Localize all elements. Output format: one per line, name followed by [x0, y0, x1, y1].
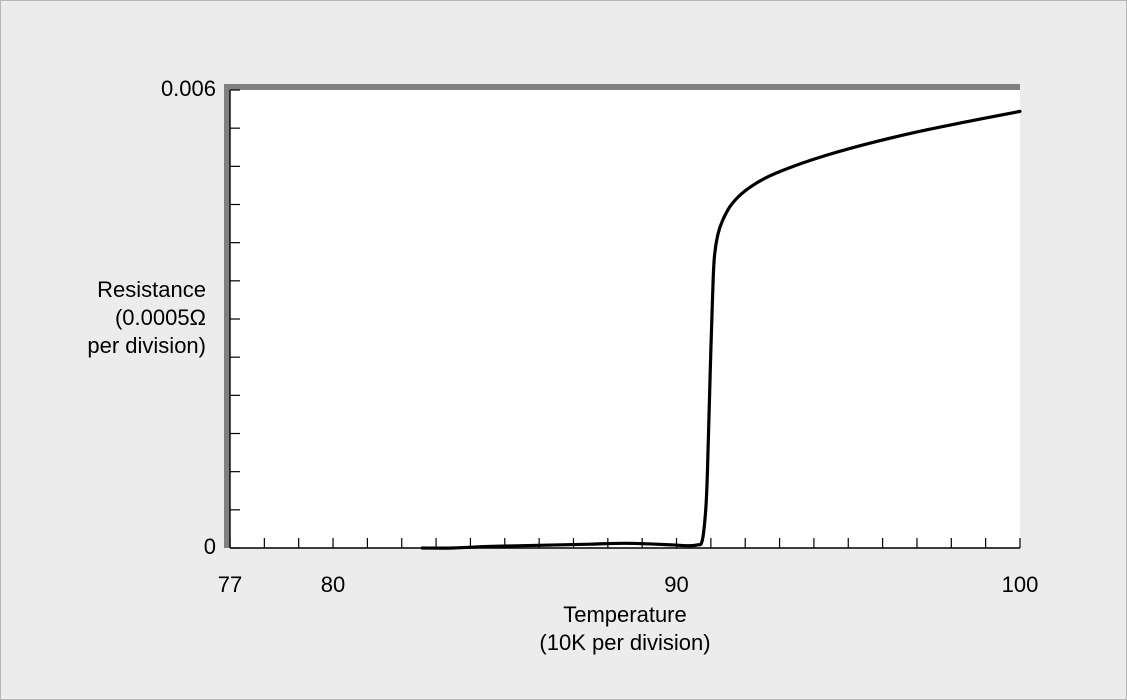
x-tick-label: 77 [218, 572, 242, 597]
x-axis-label: Temperature [563, 602, 687, 627]
resistance-vs-temperature-chart: 0 0.006 77 80 90 100 Resistance (0.0005Ω per div… [0, 0, 1127, 700]
y-tick-label: 0.006 [161, 76, 216, 101]
y-tick-label: 0 [204, 534, 216, 559]
y-axis-label: (0.0005Ω [115, 305, 206, 330]
x-axis-label: (10K per division) [539, 630, 710, 655]
x-tick-label: 100 [1002, 572, 1039, 597]
y-axis-label: per division) [87, 333, 206, 358]
figure-frame: 0 0.006 77 80 90 100 Resistance (0.0005Ω per div… [0, 0, 1127, 700]
x-tick-label: 90 [664, 572, 688, 597]
x-tick-label: 80 [321, 572, 345, 597]
y-axis-label: Resistance [97, 277, 206, 302]
